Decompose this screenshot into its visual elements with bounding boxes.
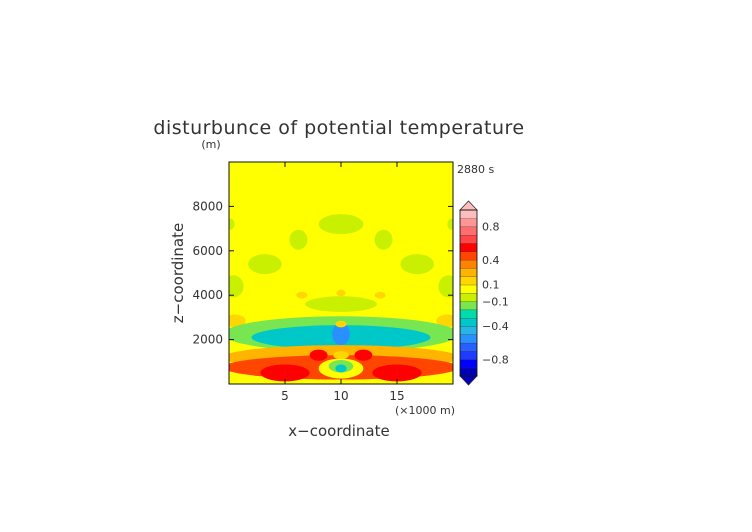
- contour-region: [248, 254, 282, 275]
- contour-region: [447, 218, 453, 230]
- colorbar-swatch: [459, 367, 478, 377]
- colorbar-tick-label: 0.8: [482, 221, 500, 234]
- colorbar-swatch: [459, 234, 478, 244]
- time-label: 2880 s: [457, 163, 494, 176]
- colorbar-swatch: [459, 276, 478, 286]
- contour-region: [336, 289, 346, 297]
- colorbar-extend-bottom: [459, 375, 478, 386]
- colorbar-swatch: [459, 359, 478, 369]
- contour-region: [400, 254, 434, 275]
- contour-region: [309, 349, 328, 361]
- contour-region: [229, 275, 244, 298]
- contour-region: [229, 314, 246, 327]
- colorbar-swatch: [459, 309, 478, 319]
- colorbar-swatch: [459, 259, 478, 269]
- x-tick-label: 10: [333, 389, 348, 403]
- contour-region: [332, 322, 350, 346]
- x-unit-label: (×1000 m): [395, 404, 455, 417]
- colorbar-tick-label: −0.8: [482, 353, 509, 366]
- contour-region: [374, 229, 393, 250]
- colorbar-tick-label: 0.1: [482, 279, 500, 292]
- contour-regions: [229, 214, 453, 382]
- contour-region: [438, 275, 453, 298]
- colorbar-swatch: [459, 267, 478, 277]
- y-axis-label: z−coordinate: [169, 223, 187, 323]
- colorbar-swatch: [459, 326, 478, 335]
- colorbar-swatch: [459, 209, 478, 219]
- y-unit-label: (m): [201, 138, 220, 151]
- colorbar-swatch: [459, 251, 478, 261]
- colorbar-swatch: [459, 218, 478, 228]
- x-axis-label: x−coordinate: [288, 422, 389, 440]
- contour-region: [229, 218, 235, 230]
- contour-region: [436, 314, 453, 327]
- contour-region: [289, 229, 308, 250]
- y-tick-label: 8000: [192, 199, 223, 213]
- y-tick-label: 2000: [192, 333, 223, 347]
- colorbar-tick-label: −0.1: [482, 295, 509, 308]
- contour-region: [305, 296, 377, 312]
- colorbar-swatch: [459, 226, 478, 236]
- colorbar-swatch: [459, 317, 478, 327]
- colorbar-swatch: [459, 301, 478, 311]
- colorbar-frame: [459, 209, 478, 377]
- colorbar-swatch: [459, 350, 478, 360]
- y-tick-label: 4000: [192, 288, 223, 302]
- contour-region: [318, 214, 364, 235]
- chart-title: disturbunce of potential temperature: [153, 117, 524, 139]
- contour-region: [374, 291, 386, 299]
- colorbar-swatch: [459, 243, 478, 252]
- x-axis-ticks: 5 10 15: [281, 162, 405, 403]
- colorbar: 0.8 0.4 0.1 −0.1 −0.4 −0.8: [459, 200, 509, 386]
- colorbar-swatch: [459, 284, 478, 294]
- contour-region: [333, 351, 349, 360]
- colorbar-extend-top: [459, 200, 478, 211]
- contour-region: [296, 291, 308, 299]
- colorbar-swatch: [459, 292, 478, 302]
- contour-region: [335, 320, 347, 328]
- colorbar-swatch: [459, 334, 478, 344]
- contour-region: [372, 364, 422, 382]
- x-tick-label: 5: [281, 389, 289, 403]
- colorbar-swatch: [459, 342, 478, 352]
- x-tick-label: 15: [389, 389, 404, 403]
- contour-region: [354, 349, 373, 361]
- y-axis-ticks: 2000 4000 6000 8000: [192, 199, 453, 347]
- colorbar-tick-label: 0.4: [482, 254, 500, 267]
- contour-region: [260, 364, 310, 382]
- contour-region: [335, 364, 347, 373]
- colorbar-tick-label: −0.4: [482, 320, 509, 333]
- y-tick-label: 6000: [192, 244, 223, 258]
